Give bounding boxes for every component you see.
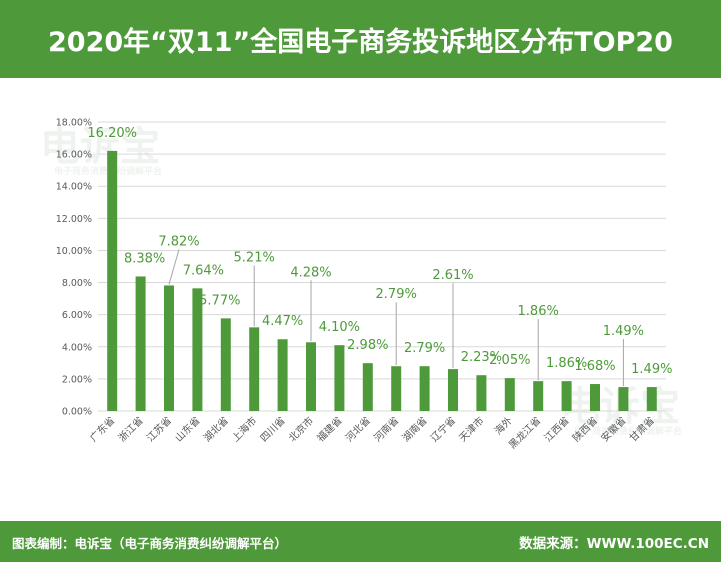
y-tick-label: 12.00% <box>56 214 92 225</box>
x-tick-label: 广东省 <box>87 414 117 444</box>
x-tick-label: 江苏省 <box>144 414 174 444</box>
y-tick-label: 4.00% <box>62 342 92 353</box>
bar <box>334 345 345 411</box>
x-tick-label: 湖北省 <box>201 414 231 444</box>
data-label: 5.77% <box>199 293 240 308</box>
data-label: 1.86% <box>518 304 559 319</box>
x-tick-label: 天津市 <box>456 414 486 444</box>
data-label: 1.86% <box>546 356 587 371</box>
compiled-by-note: 图表编制：电诉宝（电子商务消费纠纷调解平台） <box>12 536 288 551</box>
data-source-note: 数据来源：WWW.100EC.CN <box>519 536 709 552</box>
y-tick-label: 18.00% <box>56 118 92 129</box>
svg-text:电子商务消费纠纷调解平台: 电子商务消费纠纷调解平台 <box>574 425 682 437</box>
y-tick-label: 6.00% <box>62 310 92 321</box>
x-tick-label: 四川省 <box>257 414 287 444</box>
bar <box>220 318 231 411</box>
bars <box>107 150 657 411</box>
bar <box>561 381 572 411</box>
bar <box>107 150 118 411</box>
bar <box>391 366 402 411</box>
x-tick-label: 福建省 <box>314 414 344 444</box>
bar <box>277 339 288 411</box>
y-tick-label: 8.00% <box>62 278 92 289</box>
bar <box>504 378 515 411</box>
data-label: 8.38% <box>124 251 165 266</box>
bar <box>362 363 373 411</box>
footer-banner: 图表编制：电诉宝（电子商务消费纠纷调解平台） 数据来源：WWW.100EC.CN <box>0 521 721 562</box>
bar <box>533 381 544 411</box>
bar <box>590 384 600 411</box>
bar <box>192 288 203 411</box>
x-tick-label: 河南省 <box>371 414 401 444</box>
y-tick-label: 0.00% <box>62 407 92 418</box>
y-tick-label: 16.00% <box>56 150 92 161</box>
bar <box>448 369 458 411</box>
data-label: 1.49% <box>631 362 672 377</box>
bar-chart: 电诉宝电子商务消费纠纷调解平台电诉宝电子商务消费纠纷调解平台 0.00%2.00… <box>40 118 682 452</box>
data-label: 2.79% <box>404 341 445 356</box>
bar <box>135 276 146 411</box>
data-label: 1.68% <box>574 359 615 374</box>
title-banner: 2020年“双11”全国电子商务投诉地区分布TOP20 <box>0 0 721 78</box>
data-label: 5.21% <box>234 250 275 265</box>
x-tick-label: 上海市 <box>229 414 259 444</box>
x-tick-label: 海外 <box>492 414 515 437</box>
data-label: 2.05% <box>489 353 530 368</box>
bar <box>618 387 629 411</box>
bar <box>306 342 316 411</box>
leader-lines <box>168 249 624 387</box>
data-label: 7.82% <box>158 234 199 249</box>
data-label: 2.23% <box>461 350 502 365</box>
x-tick-label: 河北省 <box>343 414 373 444</box>
data-label: 2.98% <box>347 338 388 353</box>
data-label: 4.28% <box>290 265 331 280</box>
data-labels: 16.20% 8.38% 7.82% 7.64% 5.77% 5.21% 4.47% 4.28… <box>87 126 672 377</box>
leader-line <box>168 249 180 285</box>
y-tick-label: 2.00% <box>62 374 92 385</box>
data-label: 7.64% <box>183 263 224 278</box>
chart-title: 2020年“双11”全国电子商务投诉地区分布TOP20 <box>48 26 673 58</box>
data-label: 2.79% <box>376 287 417 302</box>
y-axis-ticks: 0.00% 2.00% 4.00% 6.00% 8.00% 10.00% 12.00% 14.… <box>56 118 92 418</box>
x-tick-label: 浙江省 <box>115 414 145 444</box>
bar <box>646 387 657 411</box>
y-tick-label: 10.00% <box>56 246 92 257</box>
bar <box>249 327 260 411</box>
bar <box>164 285 174 411</box>
bar <box>419 366 430 411</box>
data-label: 4.47% <box>262 314 303 329</box>
x-tick-label: 湖南省 <box>399 414 429 444</box>
x-tick-label: 山东省 <box>172 414 202 444</box>
data-label: 4.10% <box>319 320 360 335</box>
svg-text:电诉宝: 电诉宝 <box>40 124 160 170</box>
data-label: 2.61% <box>432 268 473 283</box>
data-label: 16.20% <box>87 126 137 141</box>
bar <box>476 375 487 411</box>
x-tick-label: 北京市 <box>286 414 316 444</box>
y-tick-label: 14.00% <box>56 182 92 193</box>
x-tick-label: 辽宁省 <box>428 414 458 444</box>
data-label: 1.49% <box>603 324 644 339</box>
x-tick-label: 黑龙江省 <box>506 414 543 451</box>
